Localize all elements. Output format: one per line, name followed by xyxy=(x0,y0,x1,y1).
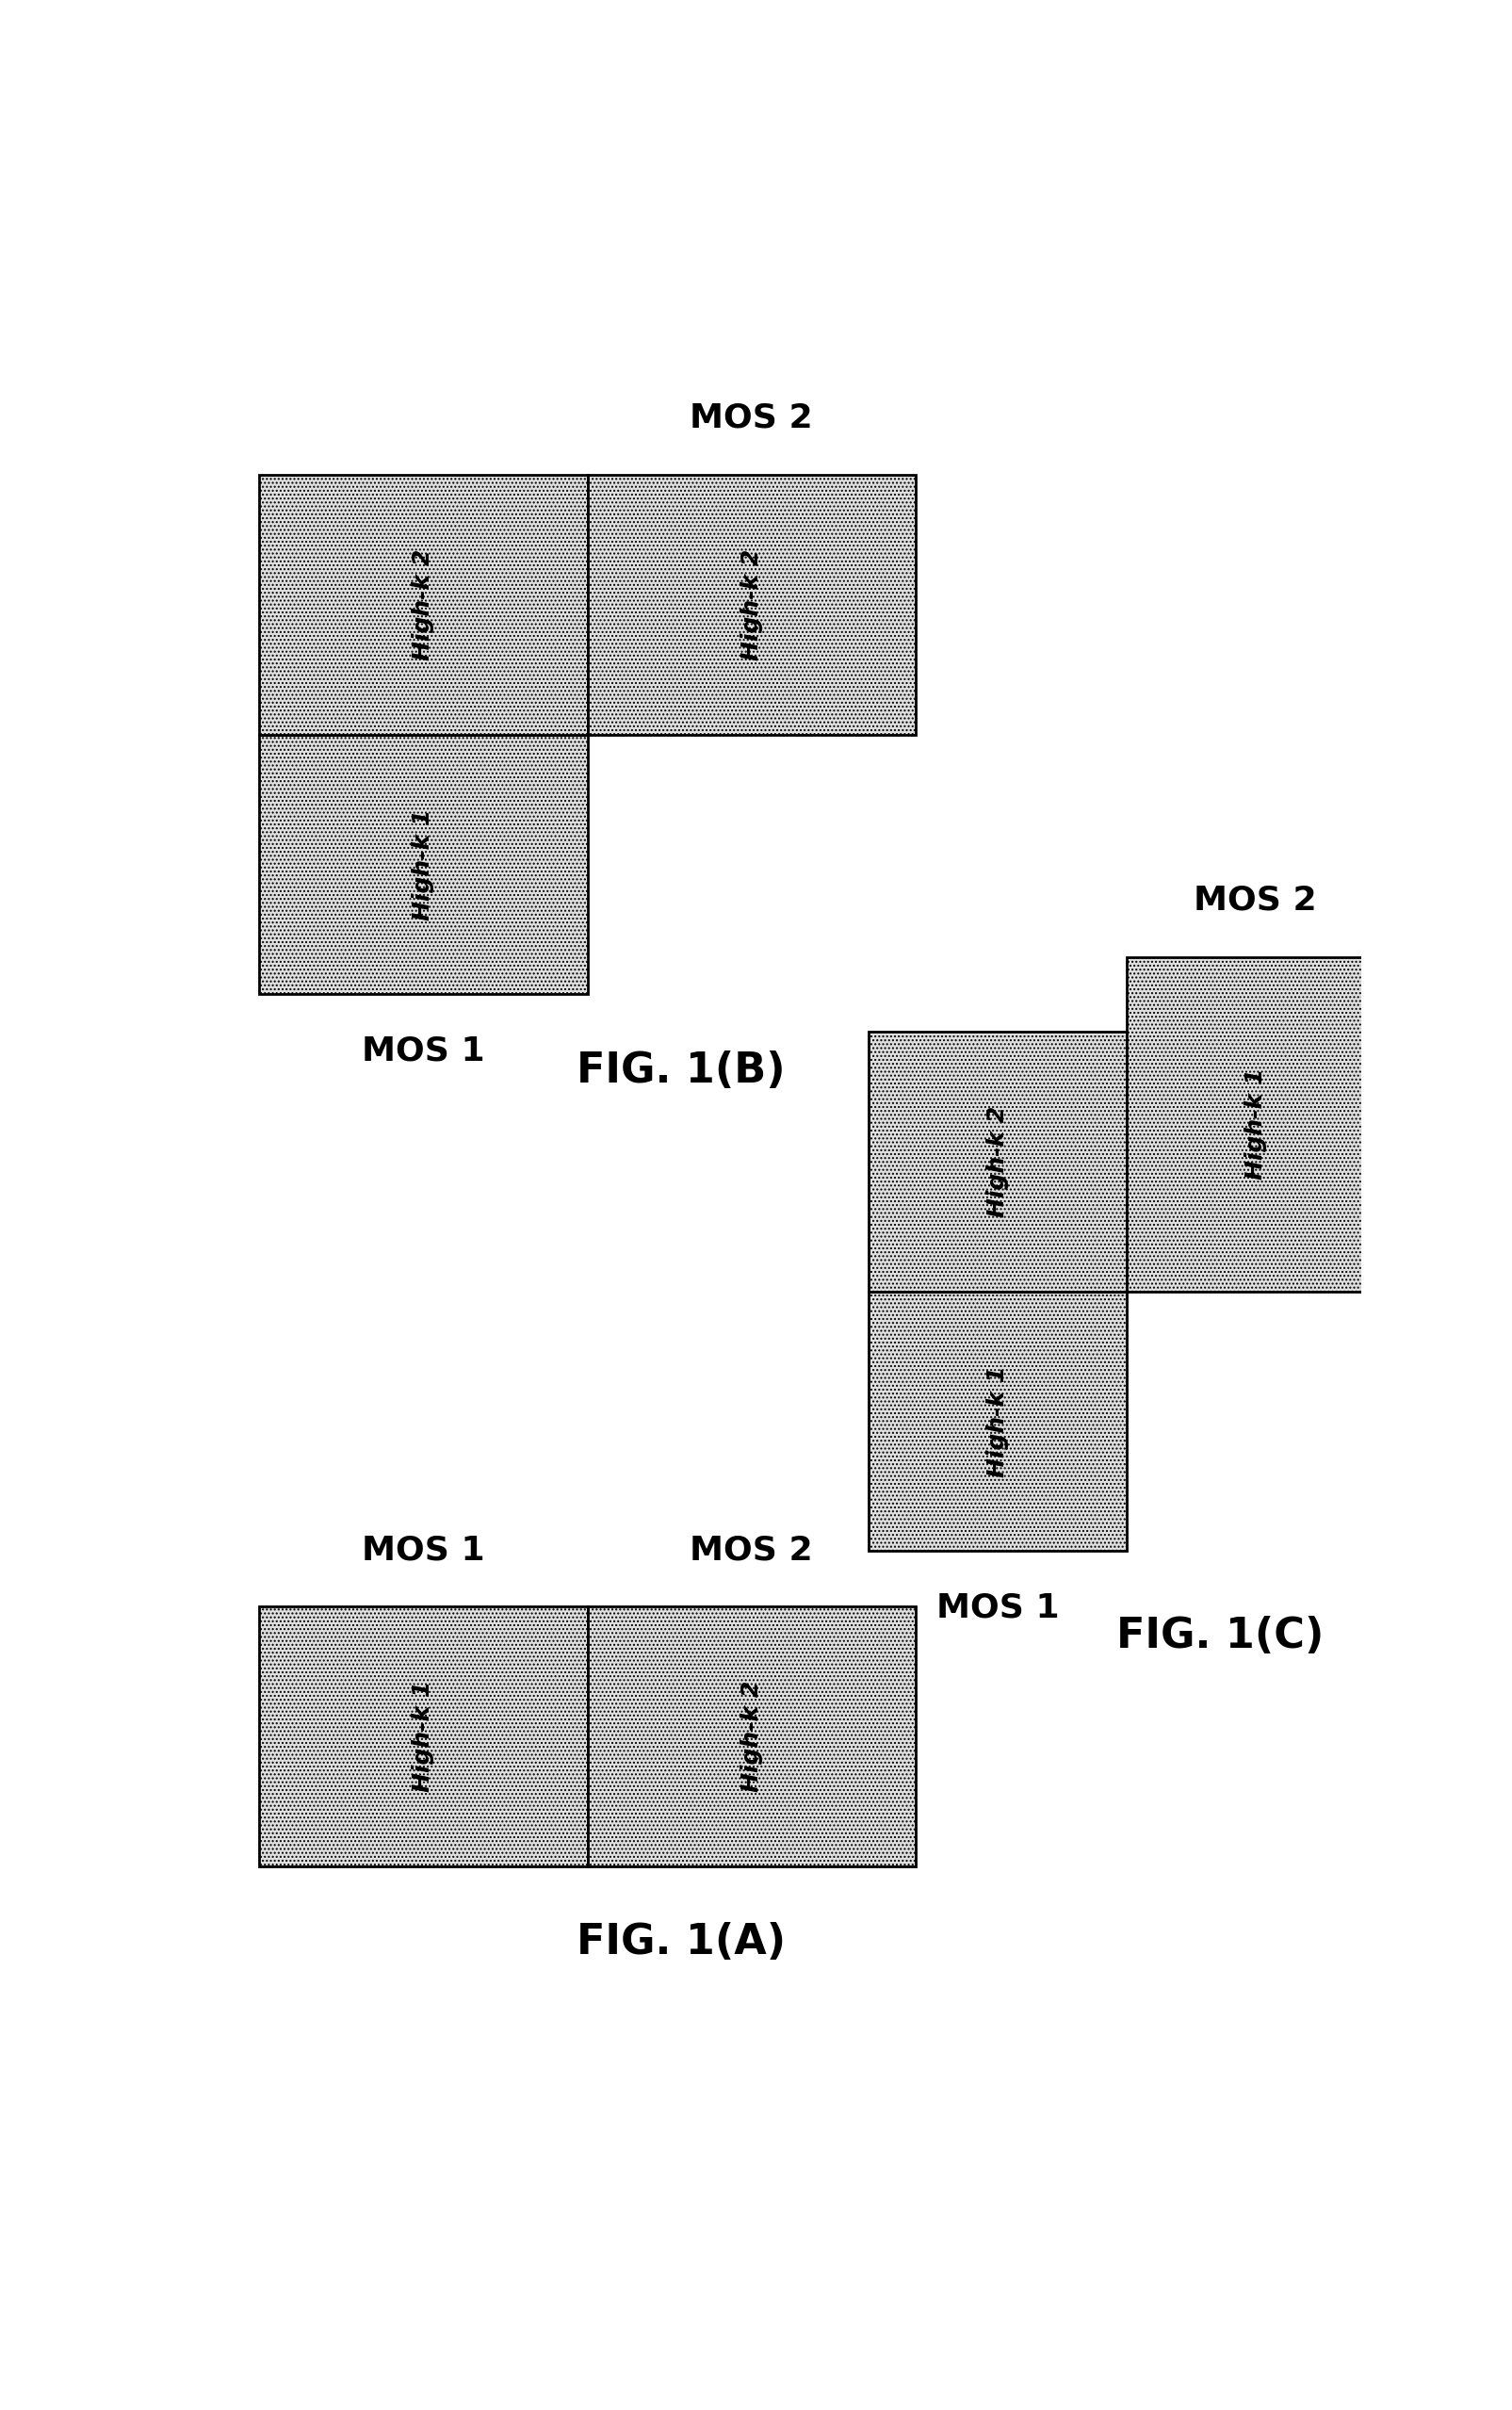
Text: FIG. 1(A): FIG. 1(A) xyxy=(576,1923,786,1962)
Bar xyxy=(260,1607,587,1865)
Text: MOS 1: MOS 1 xyxy=(936,1593,1058,1624)
Text: High-k 1: High-k 1 xyxy=(1244,1068,1267,1181)
Bar xyxy=(587,475,916,735)
Text: High-k 2: High-k 2 xyxy=(741,1680,762,1793)
Text: High-k 2: High-k 2 xyxy=(413,549,434,660)
Text: High-k 1: High-k 1 xyxy=(413,810,434,921)
Bar xyxy=(260,475,587,735)
Bar xyxy=(587,1607,916,1865)
Text: High-k 2: High-k 2 xyxy=(741,549,762,660)
Bar xyxy=(1126,957,1385,1292)
Text: MOS 2: MOS 2 xyxy=(689,402,813,434)
Text: High-k 2: High-k 2 xyxy=(986,1106,1009,1217)
Text: MOS 2: MOS 2 xyxy=(1194,884,1317,916)
Text: High-k 1: High-k 1 xyxy=(986,1366,1009,1477)
Text: MOS 1: MOS 1 xyxy=(361,1036,485,1068)
Text: FIG. 1(B): FIG. 1(B) xyxy=(576,1051,786,1092)
Bar xyxy=(260,735,587,995)
Text: FIG. 1(C): FIG. 1(C) xyxy=(1116,1617,1325,1656)
Bar xyxy=(868,1031,1126,1292)
Text: High-k 1: High-k 1 xyxy=(413,1680,434,1793)
Bar xyxy=(868,1292,1126,1552)
Text: MOS 1: MOS 1 xyxy=(361,1533,485,1566)
Text: MOS 2: MOS 2 xyxy=(689,1533,813,1566)
